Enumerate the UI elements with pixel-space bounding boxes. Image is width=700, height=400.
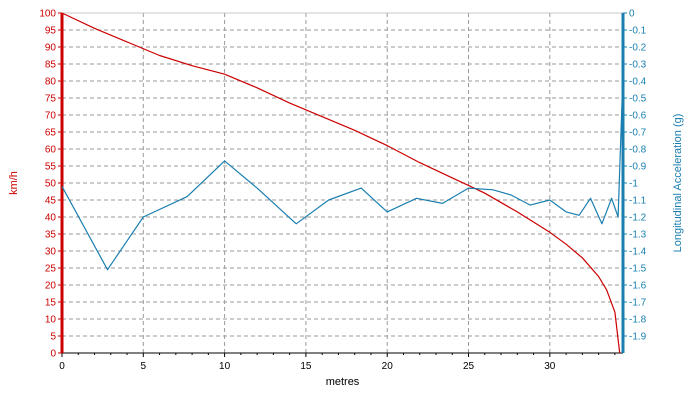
- y1-tick-label: 30: [45, 247, 57, 258]
- y1-tick-label: 95: [45, 26, 57, 37]
- y2-tick-label: -0.4: [629, 77, 647, 88]
- y2-tick-label: -0.8: [629, 145, 647, 156]
- y1-tick-label: 20: [45, 281, 57, 292]
- x-tick-label: 20: [382, 361, 394, 372]
- right-axis-title: Longitudinal Acceleration (g): [672, 114, 684, 253]
- y1-tick-label: 60: [45, 145, 57, 156]
- y1-tick-label: 50: [45, 179, 57, 190]
- x-tick-label: 10: [219, 361, 231, 372]
- y1-tick-label: 15: [45, 298, 57, 309]
- y1-tick-label: 55: [45, 162, 57, 173]
- y1-tick-label: 0: [50, 349, 56, 360]
- y2-tick-label: -0.6: [629, 111, 647, 122]
- y1-tick-label: 70: [45, 111, 57, 122]
- y2-tick-label: -1.3: [629, 230, 647, 241]
- y2-tick-label: -0.5: [629, 94, 647, 105]
- y1-tick-label: 90: [45, 43, 57, 54]
- y1-tick-label: 40: [45, 213, 57, 224]
- speed-series-line: [61, 12, 621, 354]
- y2-tick-label: -1.2: [629, 213, 647, 224]
- axes: [58, 12, 627, 357]
- x-tick-label: 15: [300, 361, 312, 372]
- y1-tick-label: 80: [45, 77, 57, 88]
- y2-tick-label: -1.7: [629, 298, 647, 309]
- y2-tick-label: -1.1: [629, 196, 647, 207]
- y2-tick-label: -0.1: [629, 26, 647, 37]
- y2-tick-label: -0.9: [629, 162, 647, 173]
- y1-tick-label: 45: [45, 196, 57, 207]
- y1-tick-label: 75: [45, 94, 57, 105]
- x-tick-label: 5: [141, 361, 147, 372]
- grid: [62, 13, 623, 353]
- y2-tick-label: -1.8: [629, 315, 647, 326]
- x-axis-title: metres: [326, 376, 360, 388]
- series: [61, 12, 624, 354]
- y2-tick-label: -1.4: [629, 247, 647, 258]
- y2-tick-label: -1.6: [629, 281, 647, 292]
- y1-tick-label: 25: [45, 264, 57, 275]
- y1-tick-label: 100: [39, 9, 56, 20]
- y2-tick-label: -1.9: [629, 332, 647, 343]
- accel-series-line: [61, 72, 624, 271]
- x-tick-label: 30: [544, 361, 556, 372]
- y2-tick-label: -1: [629, 179, 638, 190]
- y2-tick-label: -1.5: [629, 264, 647, 275]
- y2-tick-label: 0: [629, 9, 635, 20]
- y1-tick-label: 85: [45, 60, 57, 71]
- y2-tick-label: -0.2: [629, 43, 647, 54]
- y1-tick-label: 65: [45, 128, 57, 139]
- y2-tick-label: -0.3: [629, 60, 647, 71]
- x-tick-label: 25: [463, 361, 475, 372]
- left-axis-title: km/h: [8, 171, 20, 195]
- x-tick-label: 0: [59, 361, 65, 372]
- y1-tick-label: 35: [45, 230, 57, 241]
- y1-tick-label: 10: [45, 315, 57, 326]
- tick-labels: 0 5 10 15 20 25 30 0 5 10 15 20 25 30 35 40 45 50 55 60 65 70…: [39, 9, 646, 373]
- y2-tick-label: -0.7: [629, 128, 647, 139]
- y1-tick-label: 5: [50, 332, 56, 343]
